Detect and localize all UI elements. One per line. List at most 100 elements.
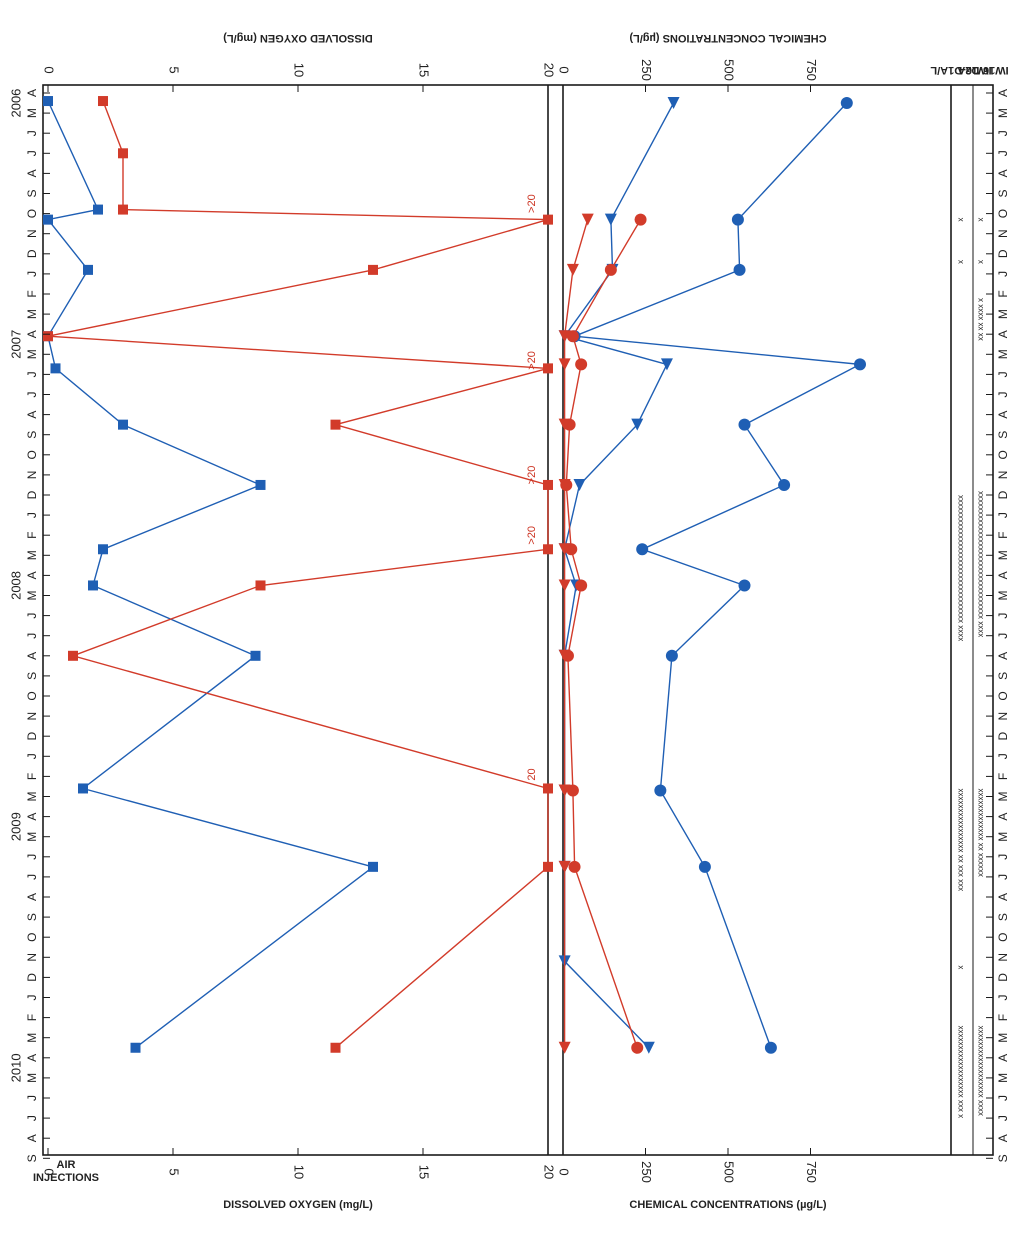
do-tick-label: 5 (167, 66, 182, 73)
data-point-triangle (631, 418, 644, 431)
do-annotation: >20 (526, 351, 538, 370)
month-label: J (25, 613, 39, 619)
month-label: F (996, 290, 1010, 297)
chem-tick-label: 500 (722, 59, 737, 81)
month-label: J (25, 1115, 39, 1121)
air-injection-mark-d2a: xx xx xxxx x (976, 298, 985, 341)
year-label: 2009 (1010, 812, 1013, 841)
data-point-circle (854, 358, 866, 371)
data-point-triangle (642, 1041, 655, 1054)
year-label: 2010 (8, 1053, 23, 1082)
month-label: M (25, 591, 39, 601)
month-label: A (996, 1134, 1010, 1142)
chem-series-line (574, 102, 863, 1049)
data-point-triangle (558, 784, 571, 797)
data-point-square (543, 544, 553, 555)
month-label: O (996, 933, 1010, 942)
data-point-square (255, 479, 266, 490)
month-label: J (25, 1095, 39, 1101)
data-point-square (130, 1042, 141, 1053)
month-label: J (996, 1095, 1010, 1101)
data-point-circle (631, 1041, 644, 1054)
data-point-triangle (558, 543, 571, 556)
year-label: 2007 (1010, 330, 1013, 359)
data-point-circle (566, 784, 579, 797)
data-point-square (543, 861, 553, 872)
year-label: 2008 (1010, 571, 1013, 600)
data-point-circle (566, 330, 579, 343)
data-point-triangle (604, 213, 617, 226)
month-label: M (25, 349, 39, 359)
month-label: S (996, 913, 1010, 921)
data-point-triangle (558, 1041, 571, 1054)
data-point-triangle (558, 860, 571, 873)
month-label: M (25, 832, 39, 842)
data-point-triangle (581, 213, 594, 226)
month-label: A (25, 571, 39, 579)
data-point-triangle (558, 330, 571, 343)
month-label: A (996, 813, 1010, 821)
data-point-circle (604, 263, 617, 276)
month-label: N (25, 953, 39, 962)
month-label: A (25, 89, 39, 97)
data-point-circle (731, 213, 744, 226)
data-point-triangle (667, 97, 680, 110)
month-label: J (996, 512, 1010, 518)
month-label: O (25, 209, 39, 218)
data-point-circle (764, 1041, 777, 1054)
month-label: F (996, 773, 1010, 780)
month-label: M (25, 108, 39, 118)
month-label: A (25, 813, 39, 821)
do-tick-label: 20 (542, 63, 557, 77)
month-label: O (996, 450, 1010, 459)
month-label: F (25, 773, 39, 780)
month-label: S (996, 1154, 1010, 1162)
data-point-square (330, 419, 341, 430)
month-label: M (25, 550, 39, 560)
data-point-square (43, 214, 53, 225)
month-label: M (996, 1073, 1010, 1083)
month-label: J (996, 271, 1010, 277)
data-point-square (118, 148, 128, 159)
chem-axis-title: CHEMICAL CONCENTRATIONS (µg/L) (629, 1199, 827, 1211)
month-label: D (996, 973, 1010, 982)
well-d2a-label: IW16-D2A (957, 64, 1008, 76)
data-point-triangle (558, 649, 571, 662)
air-injections-label-line2: INJECTIONS (33, 1172, 99, 1184)
month-label: J (25, 392, 39, 398)
air-injection-mark-d2a: x (976, 260, 985, 264)
do-tick-label: 5 (167, 1168, 182, 1175)
month-label: S (996, 672, 1010, 680)
month-label: A (996, 169, 1010, 177)
chem-tick-label: 750 (804, 59, 819, 81)
month-label: D (996, 249, 1010, 258)
month-label: O (25, 933, 39, 942)
do-tick-label: 20 (542, 1165, 557, 1179)
data-point-triangle (566, 263, 579, 276)
month-label: N (25, 229, 39, 238)
month-label: A (996, 411, 1010, 419)
data-point-square (543, 479, 553, 490)
data-point-square (78, 783, 88, 794)
month-label: M (25, 792, 39, 802)
month-label: O (25, 691, 39, 700)
month-label: A (25, 169, 39, 177)
month-label: M (996, 309, 1010, 319)
data-point-circle (575, 579, 588, 592)
do-axis-title: DISSOLVED OXYGEN (mg/L) (223, 32, 373, 44)
air-injection-mark-d1a: xxxx xxxxxxxxxxxxxxxxxxxxxxxxxxxxxxxx (956, 495, 965, 641)
data-point-square (255, 580, 266, 591)
data-point-square (118, 419, 128, 430)
year-label: 2010 (1010, 1053, 1013, 1082)
month-label: O (996, 691, 1010, 700)
do-annotation: 20 (526, 768, 538, 780)
month-label: N (996, 712, 1010, 721)
month-label: F (25, 532, 39, 539)
month-label: A (996, 89, 1010, 97)
do-tick-label: 0 (42, 66, 57, 73)
chem-tick-label: 0 (557, 1168, 572, 1175)
month-label: A (25, 411, 39, 419)
month-label: A (996, 652, 1010, 660)
